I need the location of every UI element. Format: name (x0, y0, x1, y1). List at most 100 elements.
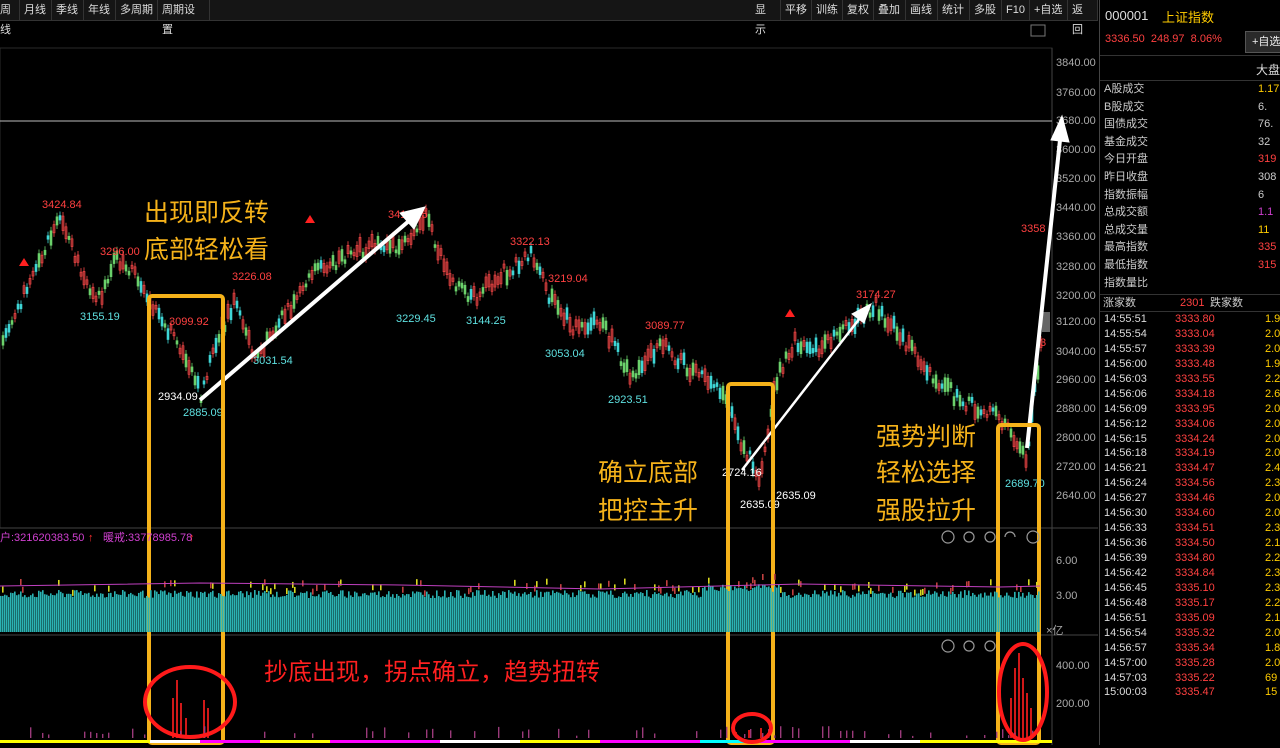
volume-cap (1028, 579, 1030, 586)
signal-circles (143, 642, 1049, 744)
display-button[interactable]: 显示 (751, 0, 781, 36)
volume-bar (580, 591, 582, 632)
candle-body (454, 286, 458, 292)
volume-cap (424, 590, 426, 597)
tick-time: 14:56:30 (1104, 507, 1147, 520)
maximize-icon[interactable] (1030, 24, 1046, 37)
volume-bar (480, 594, 482, 632)
candle-body (136, 276, 140, 287)
volume-bar (42, 590, 44, 632)
volume-bar (776, 587, 778, 632)
volume-bar (788, 595, 790, 632)
candle-body (514, 257, 518, 263)
add-favorite-button[interactable]: +自选 (1030, 0, 1068, 20)
volume-bar (490, 596, 492, 632)
indicator-bar (762, 733, 764, 738)
tab-market[interactable]: 大盘 (1256, 63, 1280, 77)
tick-price: 3334.51 (1175, 522, 1215, 535)
volume-bar (196, 591, 198, 632)
volume-bar (508, 590, 510, 632)
volume-bar (620, 597, 622, 632)
volume-bar (386, 594, 388, 632)
stats-button[interactable]: 统计 (938, 0, 970, 20)
overlay-button[interactable]: 叠加 (874, 0, 906, 20)
candle-body (622, 362, 626, 373)
price-label: 3099.92 (169, 316, 209, 328)
candle-body (670, 351, 674, 358)
candle-body (403, 235, 407, 243)
volume-bar (876, 593, 878, 632)
multi-stock-button[interactable]: 多股 (970, 0, 1002, 20)
indicator-bar (780, 726, 782, 738)
candle-body (490, 283, 494, 292)
add-favorite-button[interactable]: +自选 (1245, 31, 1280, 53)
candle-body (922, 361, 926, 372)
volume-bar (790, 597, 792, 632)
volume-cap (924, 587, 926, 594)
price-label: 2885.09 (183, 407, 223, 419)
settings-icon[interactable] (984, 531, 996, 543)
volume-bar (622, 593, 624, 632)
y-tick: 3520.00 (1056, 173, 1096, 185)
close-icon[interactable] (1026, 530, 1040, 544)
volume-cap (892, 586, 894, 593)
draw-button[interactable]: 画线 (906, 0, 938, 20)
train-button[interactable]: 训练 (812, 0, 843, 20)
volume-bar (232, 594, 234, 632)
volume-bar (212, 590, 214, 632)
back-button[interactable]: 返回 (1068, 0, 1098, 36)
price-labels: 3424.84 3296.00 3155.19 3099.92 2934.09 … (42, 199, 1046, 511)
candle-body (694, 363, 698, 373)
volume-cap (72, 589, 74, 596)
tab-period-settings[interactable]: 周期设置 (158, 0, 210, 36)
candle-body (610, 328, 614, 343)
refresh-icon[interactable] (1004, 531, 1016, 538)
f10-button[interactable]: F10 (1002, 0, 1030, 20)
volume-bar (12, 593, 14, 632)
zoom-in-icon[interactable] (963, 531, 975, 543)
candle-body (1015, 441, 1019, 450)
candle-body (886, 317, 890, 333)
volume-bar (780, 597, 782, 632)
tab-year[interactable]: 年线 (84, 0, 116, 20)
volume-cap (316, 584, 318, 591)
tab-week[interactable]: 周线 (0, 0, 20, 36)
candle-body (97, 290, 101, 295)
volume-bar (266, 593, 268, 632)
zoom-in-icon[interactable] (963, 640, 975, 652)
tab-season[interactable]: 季线 (52, 0, 84, 20)
adjust-button[interactable]: 复权 (843, 0, 874, 20)
candle-body (679, 353, 683, 360)
help-icon[interactable] (941, 530, 955, 544)
candle-body (1018, 441, 1022, 454)
volume-bar (320, 597, 322, 632)
price-label: 2934.09 (158, 391, 198, 403)
stat-row: A股成交 1.17 (1100, 81, 1280, 99)
volume-bar (926, 593, 928, 632)
volume-cap (634, 584, 636, 591)
help-icon[interactable] (941, 639, 955, 653)
tab-multi-period[interactable]: 多周期 (116, 0, 158, 20)
y-tick: 2720.00 (1056, 461, 1096, 473)
candle-body (139, 281, 143, 293)
price-change-pct: 8.06% (1190, 33, 1222, 45)
annotation-text: 确立底部 (598, 459, 698, 487)
candle-body (64, 226, 68, 240)
volume-bar (390, 596, 392, 632)
candle-body (700, 370, 704, 375)
volume-bar (152, 597, 154, 632)
volume-bar (932, 593, 934, 632)
candle-body (520, 261, 524, 266)
stat-value: 1.1 (1258, 206, 1274, 219)
stat-row: 今日开盘 319 (1100, 151, 1280, 169)
candle-body (760, 461, 764, 474)
tab-month[interactable]: 月线 (20, 0, 52, 20)
tick-row: 14:56:54 3335.32 2.0 (1100, 626, 1280, 641)
annotation-texts: 出现即反转 底部轻松看 确立底部 把控主升 强势判断 轻松选择 强股拉升 (144, 199, 976, 525)
volume-bar (154, 590, 156, 632)
volume-bar (1030, 594, 1032, 632)
settings-icon[interactable] (984, 640, 996, 652)
volume-bar (356, 592, 358, 632)
pan-button[interactable]: 平移 (781, 0, 812, 20)
volume-bar (844, 591, 846, 632)
